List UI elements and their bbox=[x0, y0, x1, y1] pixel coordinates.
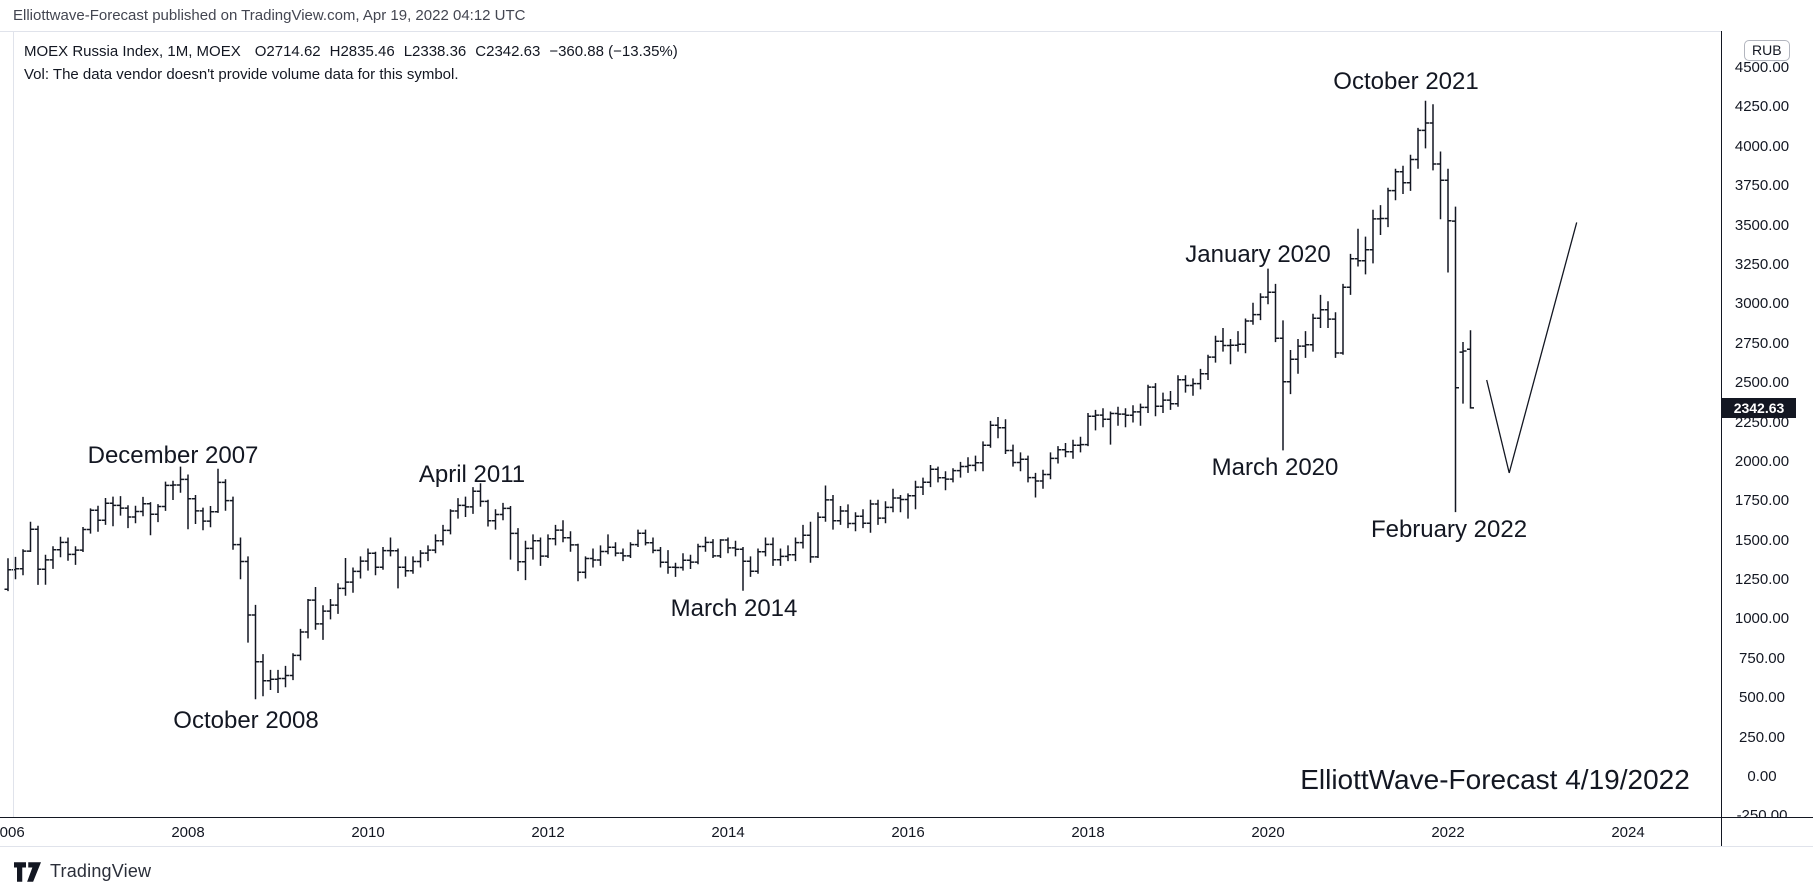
price-tick-label: 1250.00 bbox=[1734, 571, 1790, 588]
time-tick-label: 2012 bbox=[531, 824, 565, 841]
header-separator bbox=[0, 31, 1813, 32]
pane-left-border bbox=[13, 31, 14, 817]
low-value: L2338.36 bbox=[403, 43, 467, 60]
price-tick-label: 1750.00 bbox=[1734, 492, 1790, 509]
chart-annotation: October 2021 bbox=[1333, 68, 1479, 95]
close-value: C2342.63 bbox=[475, 43, 541, 60]
price-tick-label: 1000.00 bbox=[1734, 610, 1790, 627]
time-tick-label: 2006 bbox=[0, 824, 25, 841]
tradingview-logo-icon[interactable] bbox=[14, 861, 41, 882]
chart-annotation: April 2011 bbox=[418, 461, 526, 488]
header: Elliottwave-Forecast published on Tradin… bbox=[13, 7, 526, 24]
price-axis-separator bbox=[1721, 31, 1722, 846]
price-tick-label: 0.00 bbox=[1747, 768, 1777, 785]
symbol-title[interactable]: MOEX Russia Index, 1M, MOEX bbox=[24, 43, 241, 60]
price-tick-label: 3250.00 bbox=[1734, 256, 1790, 273]
last-price-label: 2342.63 bbox=[1722, 398, 1796, 418]
time-tick-label: 2024 bbox=[1611, 824, 1645, 841]
currency-badge[interactable]: RUB bbox=[1744, 40, 1790, 61]
price-tick-label: 750.00 bbox=[1739, 650, 1785, 667]
footer: TradingView bbox=[14, 861, 151, 882]
chart-canvas[interactable]: MOEX Russia Index, 1M, MOEX O2714.62 H2835… bbox=[0, 31, 1721, 817]
price-tick-label: 4500.00 bbox=[1734, 59, 1790, 76]
high-value: H2835.46 bbox=[329, 43, 395, 60]
forecast-line bbox=[1486, 222, 1578, 474]
price-tick-label: 3000.00 bbox=[1734, 295, 1790, 312]
time-axis[interactable]: 2006 2008 2010 2012 2014 2016 2018 2020 2022 2024 bbox=[0, 818, 1813, 846]
chart-annotation: December 2007 bbox=[87, 442, 259, 469]
time-tick-label: 2020 bbox=[1251, 824, 1285, 841]
volume-note: Vol: The data vendor doesn't provide vol… bbox=[24, 66, 459, 83]
price-tick-label: 3750.00 bbox=[1734, 177, 1790, 194]
price-tick-label: 2750.00 bbox=[1734, 335, 1790, 352]
price-tick-label: 2250.00 bbox=[1734, 414, 1790, 431]
time-tick-label: 2008 bbox=[171, 824, 205, 841]
time-tick-label: 2010 bbox=[351, 824, 385, 841]
chart-annotation: ElliottWave-Forecast 4/19/2022 bbox=[1300, 764, 1690, 795]
time-tick-label: 2016 bbox=[891, 824, 925, 841]
time-tick-label: 2014 bbox=[711, 824, 745, 841]
time-axis-separator bbox=[0, 817, 1813, 818]
legend-ohlc-row: MOEX Russia Index, 1M, MOEX O2714.62 H2835… bbox=[24, 42, 678, 61]
footer-separator bbox=[0, 846, 1813, 847]
open-value: O2714.62 bbox=[254, 43, 321, 60]
time-tick-label: 2022 bbox=[1431, 824, 1465, 841]
price-tick-label: 2000.00 bbox=[1734, 453, 1790, 470]
chart-annotation: January 2020 bbox=[1185, 241, 1331, 268]
time-tick-label: 2018 bbox=[1071, 824, 1105, 841]
price-tick-label: 2500.00 bbox=[1734, 374, 1790, 391]
price-tick-label: 3500.00 bbox=[1734, 217, 1790, 234]
price-chart-svg bbox=[4, 100, 1578, 700]
legend: MOEX Russia Index, 1M, MOEX O2714.62 H2835… bbox=[24, 42, 678, 84]
ohlc-bars bbox=[4, 100, 1474, 700]
change-value: −360.88 (−13.35%) bbox=[549, 43, 678, 60]
price-tick-label: 1500.00 bbox=[1734, 532, 1790, 549]
chart-annotation: March 2020 bbox=[1211, 454, 1339, 481]
chart-annotation: February 2022 bbox=[1370, 516, 1528, 543]
price-tick-label: 4250.00 bbox=[1734, 98, 1790, 115]
price-tick-label: 250.00 bbox=[1739, 729, 1785, 746]
chart-annotation: March 2014 bbox=[670, 595, 798, 622]
price-tick-label: 4000.00 bbox=[1734, 138, 1790, 155]
chart-annotation: October 2008 bbox=[173, 707, 319, 734]
price-axis[interactable]: 4500.00 4250.00 4000.00 3750.00 3500.00 3250.… bbox=[1722, 31, 1813, 824]
published-line: Elliottwave-Forecast published on Tradin… bbox=[13, 7, 526, 24]
tradingview-brand[interactable]: TradingView bbox=[50, 861, 152, 881]
price-tick-label: 500.00 bbox=[1739, 689, 1785, 706]
